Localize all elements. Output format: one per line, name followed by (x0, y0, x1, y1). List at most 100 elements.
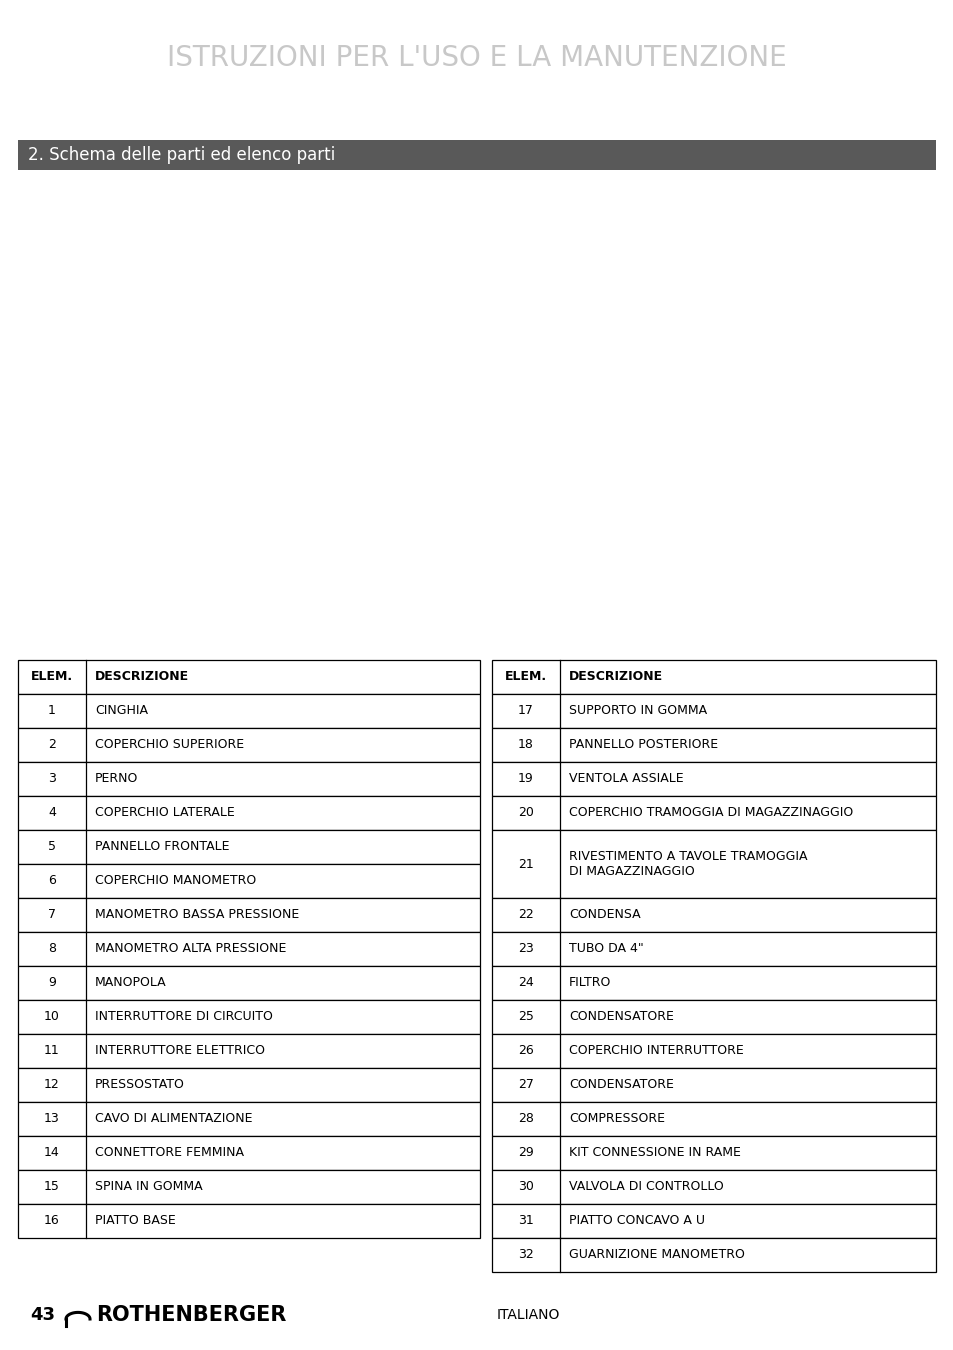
Text: CINGHIA: CINGHIA (95, 705, 148, 717)
Bar (492, 931, 935, 967)
Bar (492, 967, 935, 1000)
Text: 10: 10 (44, 1011, 60, 1023)
Bar (18, 1034, 479, 1068)
Text: 19: 19 (517, 772, 534, 786)
Bar (492, 1068, 935, 1102)
Text: PRESSOSTATO: PRESSOSTATO (95, 1079, 185, 1092)
Bar (492, 796, 935, 830)
Text: COPERCHIO MANOMETRO: COPERCHIO MANOMETRO (95, 875, 256, 887)
Text: 2: 2 (48, 738, 56, 752)
Text: 17: 17 (517, 705, 534, 717)
Text: COPERCHIO TRAMOGGIA DI MAGAZZINAGGIO: COPERCHIO TRAMOGGIA DI MAGAZZINAGGIO (568, 806, 852, 819)
Text: 26: 26 (517, 1045, 534, 1057)
Bar (18, 967, 479, 1000)
Text: ISTRUZIONI PER L'USO E LA MANUTENZIONE: ISTRUZIONI PER L'USO E LA MANUTENZIONE (167, 45, 786, 72)
Text: 4: 4 (48, 806, 56, 819)
Bar (18, 898, 479, 931)
Text: 2. Schema delle parti ed elenco parti: 2. Schema delle parti ed elenco parti (28, 146, 335, 163)
Text: VALVOLA DI CONTROLLO: VALVOLA DI CONTROLLO (568, 1180, 723, 1193)
Bar (18, 830, 479, 864)
Text: SUPPORTO IN GOMMA: SUPPORTO IN GOMMA (568, 705, 706, 717)
Text: 11: 11 (44, 1045, 60, 1057)
Text: 28: 28 (517, 1112, 534, 1126)
Text: ELEM.: ELEM. (504, 671, 546, 683)
Text: DESCRIZIONE: DESCRIZIONE (568, 671, 662, 683)
Text: 5: 5 (48, 841, 56, 853)
Text: MANOPOLA: MANOPOLA (95, 976, 167, 990)
Text: 1: 1 (48, 705, 56, 717)
Text: 3: 3 (48, 772, 56, 786)
Bar (492, 1135, 935, 1170)
Bar (492, 1204, 935, 1238)
Text: 20: 20 (517, 806, 534, 819)
Text: CONDENSA: CONDENSA (568, 909, 640, 922)
Text: INTERRUTTORE ELETTRICO: INTERRUTTORE ELETTRICO (95, 1045, 265, 1057)
Text: TUBO DA 4": TUBO DA 4" (568, 942, 643, 956)
Text: PANNELLO FRONTALE: PANNELLO FRONTALE (95, 841, 230, 853)
Bar (18, 1135, 479, 1170)
Text: KIT CONNESSIONE IN RAME: KIT CONNESSIONE IN RAME (568, 1146, 740, 1160)
Bar (492, 761, 935, 796)
Bar (18, 660, 479, 694)
Text: MANOMETRO ALTA PRESSIONE: MANOMETRO ALTA PRESSIONE (95, 942, 286, 956)
Text: COPERCHIO LATERALE: COPERCHIO LATERALE (95, 806, 234, 819)
Text: ITALIANO: ITALIANO (497, 1308, 559, 1322)
Text: PANNELLO POSTERIORE: PANNELLO POSTERIORE (568, 738, 718, 752)
Text: RIVESTIMENTO A TAVOLE TRAMOGGIA
DI MAGAZZINAGGIO: RIVESTIMENTO A TAVOLE TRAMOGGIA DI MAGAZ… (568, 850, 806, 878)
Text: ELEM.: ELEM. (30, 671, 73, 683)
Bar (18, 864, 479, 898)
Text: 12: 12 (44, 1079, 60, 1092)
Text: 43: 43 (30, 1305, 55, 1324)
Text: VENTOLA ASSIALE: VENTOLA ASSIALE (568, 772, 683, 786)
Bar (18, 728, 479, 761)
Text: DESCRIZIONE: DESCRIZIONE (95, 671, 189, 683)
Text: MANOMETRO BASSA PRESSIONE: MANOMETRO BASSA PRESSIONE (95, 909, 299, 922)
Text: PIATTO BASE: PIATTO BASE (95, 1215, 175, 1227)
Bar (492, 660, 935, 694)
Text: 29: 29 (517, 1146, 534, 1160)
Text: 25: 25 (517, 1011, 534, 1023)
Text: 9: 9 (48, 976, 56, 990)
Text: 13: 13 (44, 1112, 60, 1126)
Text: 6: 6 (48, 875, 56, 887)
Text: CONNETTORE FEMMINA: CONNETTORE FEMMINA (95, 1146, 244, 1160)
Text: CONDENSATORE: CONDENSATORE (568, 1079, 673, 1092)
Bar (492, 728, 935, 761)
Bar (492, 1034, 935, 1068)
Text: 14: 14 (44, 1146, 60, 1160)
Bar (18, 761, 479, 796)
Bar (492, 898, 935, 931)
Text: COMPRESSORE: COMPRESSORE (568, 1112, 664, 1126)
Text: 16: 16 (44, 1215, 60, 1227)
Text: PERNO: PERNO (95, 772, 138, 786)
Text: 22: 22 (517, 909, 534, 922)
Text: CONDENSATORE: CONDENSATORE (568, 1011, 673, 1023)
Bar (492, 694, 935, 728)
Bar (18, 1000, 479, 1034)
Bar (18, 1102, 479, 1135)
Text: 23: 23 (517, 942, 534, 956)
Bar (492, 1238, 935, 1272)
Text: PIATTO CONCAVO A U: PIATTO CONCAVO A U (568, 1215, 704, 1227)
Bar (18, 1170, 479, 1204)
Text: COPERCHIO INTERRUTTORE: COPERCHIO INTERRUTTORE (568, 1045, 743, 1057)
Text: 24: 24 (517, 976, 534, 990)
Text: 32: 32 (517, 1249, 534, 1261)
Bar (18, 796, 479, 830)
Text: 27: 27 (517, 1079, 534, 1092)
Bar (492, 1170, 935, 1204)
Text: INTERRUTTORE DI CIRCUITO: INTERRUTTORE DI CIRCUITO (95, 1011, 273, 1023)
Text: 30: 30 (517, 1180, 534, 1193)
Text: SPINA IN GOMMA: SPINA IN GOMMA (95, 1180, 202, 1193)
Text: ROTHENBERGER: ROTHENBERGER (96, 1305, 286, 1324)
Bar (18, 1204, 479, 1238)
Text: FILTRO: FILTRO (568, 976, 611, 990)
Text: 21: 21 (517, 857, 534, 871)
Text: 7: 7 (48, 909, 56, 922)
Bar (492, 830, 935, 898)
Text: COPERCHIO SUPERIORE: COPERCHIO SUPERIORE (95, 738, 244, 752)
Text: 18: 18 (517, 738, 534, 752)
Text: CAVO DI ALIMENTAZIONE: CAVO DI ALIMENTAZIONE (95, 1112, 253, 1126)
Text: 31: 31 (517, 1215, 534, 1227)
Text: GUARNIZIONE MANOMETRO: GUARNIZIONE MANOMETRO (568, 1249, 744, 1261)
